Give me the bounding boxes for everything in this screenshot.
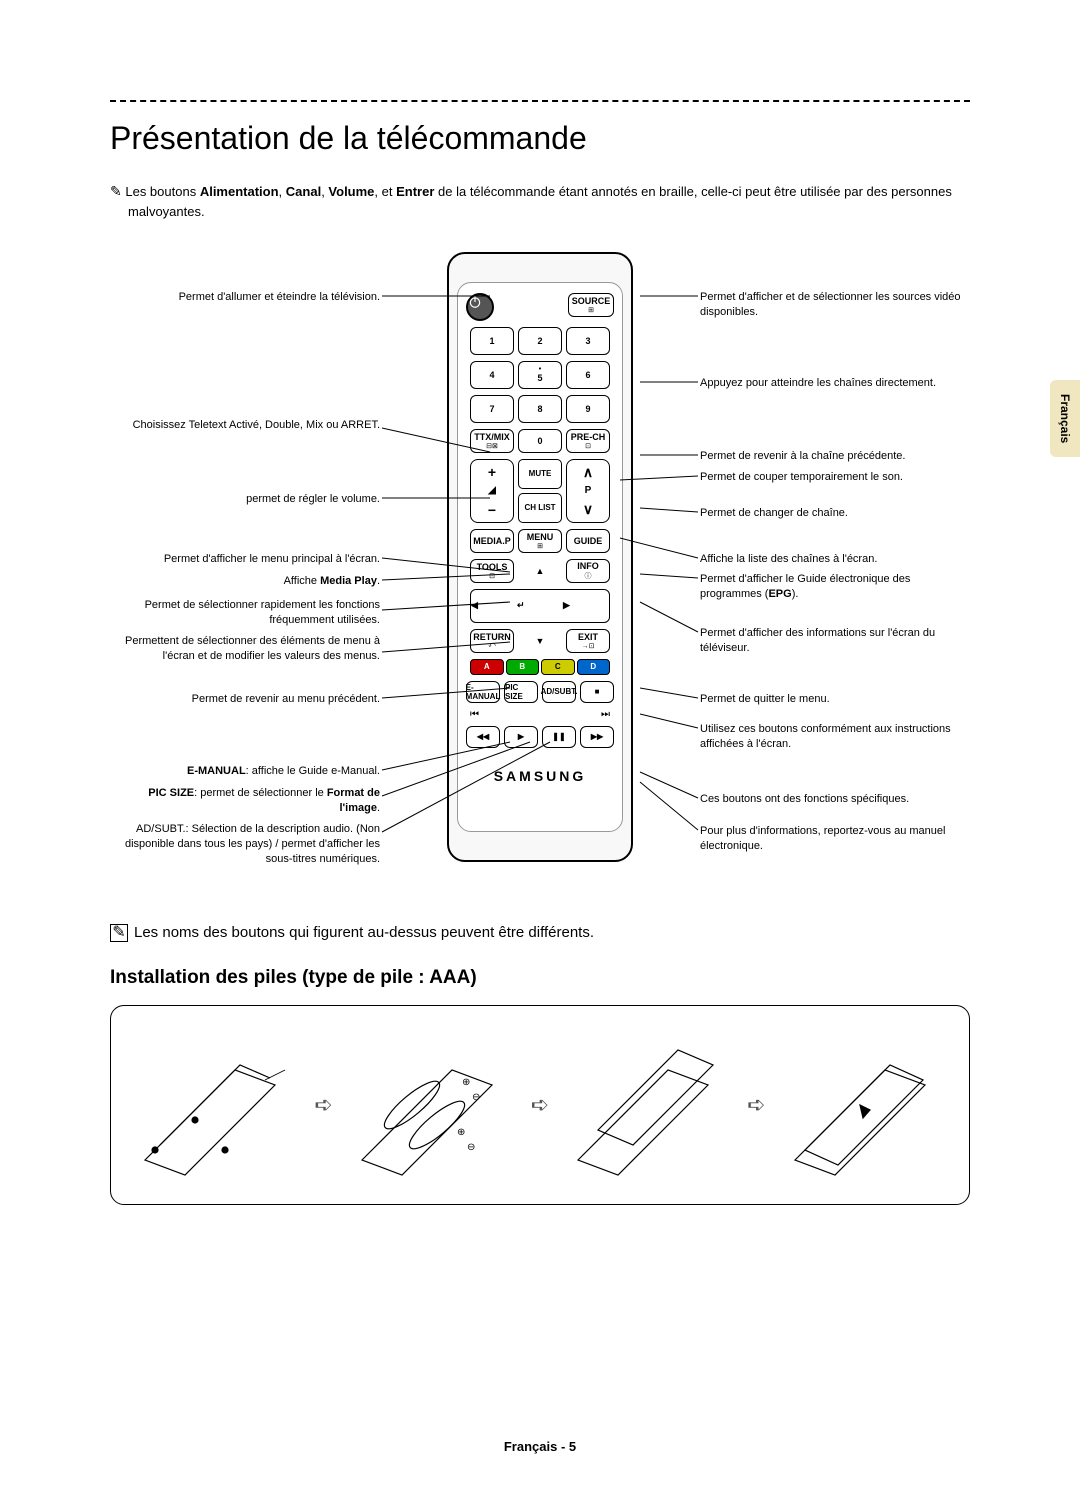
mute-button: MUTE (518, 459, 562, 489)
label-main-menu: Permet d'afficher le menu principal à l'… (110, 552, 380, 567)
remote-body: SOURCE⊞ 1 2 3 4 • 5 6 7 8 9 (447, 252, 633, 862)
stop-button: ■ (580, 681, 614, 703)
battery-step-1 (125, 1030, 305, 1180)
info-button: INFOⓘ (566, 559, 610, 583)
adsubt-button: AD/SUBT. (542, 681, 576, 703)
label-chlist: Affiche la liste des chaînes à l'écran. (700, 552, 970, 567)
battery-step-3 (558, 1030, 738, 1180)
source-button: SOURCE⊞ (568, 293, 614, 317)
battery-install-diagram: ➪ ⊕ ⊖ ⊕ ⊖ ➪ (110, 1005, 970, 1205)
note-icon: ✎ (110, 183, 122, 199)
section-divider (110, 100, 970, 102)
dpad-left: ◀ (471, 600, 517, 611)
key-5: • 5 (518, 361, 562, 389)
page-footer: Français - 5 (0, 1439, 1080, 1454)
battery-step-2: ⊕ ⊖ ⊕ ⊖ (342, 1030, 522, 1180)
key-2: 2 (518, 327, 562, 355)
label-emanual: E-MANUAL: affiche le Guide e-Manual. (110, 764, 380, 779)
return-button: RETURN⤺ (470, 629, 514, 653)
svg-text:⊕: ⊕ (457, 1127, 465, 1138)
label-adsubt: AD/SUBT.: Sélection de la description au… (110, 822, 380, 868)
label-volume: permet de régler le volume. (110, 492, 380, 507)
dpad-enter: ↵ (517, 600, 563, 611)
label-moreinfo: Pour plus d'informations, reportez-vous … (700, 824, 970, 855)
emanual-button: E-MANUAL (466, 681, 500, 703)
color-buttons-row: A B C D (470, 659, 610, 675)
svg-text:⊕: ⊕ (462, 1077, 470, 1088)
chlist-button: CH LIST (518, 493, 562, 523)
svg-text:⊖: ⊖ (472, 1092, 480, 1103)
arrow-icon: ➪ (747, 1092, 765, 1118)
channel-rocker: ∧P∨ (566, 459, 610, 523)
key-9: 9 (566, 395, 610, 423)
ttxmix-button: TTX/MIX⊟⊠ (470, 429, 514, 453)
remote-diagram: Permet d'allumer et éteindre la télévisi… (110, 252, 970, 892)
label-specific: Ces boutons ont des fonctions spécifique… (700, 792, 970, 807)
label-channel: Permet de changer de chaîne. (700, 506, 970, 521)
mediap-button: MEDIA.P (470, 529, 514, 553)
color-a-button: A (470, 659, 504, 675)
pencil-icon: ✎ (110, 924, 128, 942)
samsung-logo: SAMSUNG (466, 768, 614, 784)
menu-button: MENU⊞ (518, 529, 562, 553)
color-d-button: D (577, 659, 611, 675)
guide-button: GUIDE (566, 529, 610, 553)
label-mediaplay: Affiche Media Play. (110, 574, 380, 589)
label-numbers: Appuyez pour atteindre les chaînes direc… (700, 376, 970, 391)
page-title: Présentation de la télécommande (110, 120, 970, 157)
power-button (466, 293, 494, 321)
battery-step-4 (775, 1030, 955, 1180)
label-info: Permet d'afficher des informations sur l… (700, 626, 970, 657)
key-1: 1 (470, 327, 514, 355)
note-paragraph: ✎Les noms des boutons qui figurent au-de… (110, 922, 970, 943)
key-3: 3 (566, 327, 610, 355)
color-c-button: C (541, 659, 575, 675)
dpad-up: ▲ (518, 559, 562, 583)
label-ttx: Choisissez Teletext Activé, Double, Mix … (110, 418, 380, 433)
dpad-right: ▶ (563, 600, 609, 611)
svg-text:⊖: ⊖ (467, 1142, 475, 1153)
label-mute: Permet de couper temporairement le son. (700, 470, 970, 485)
intro-paragraph: ✎ Les boutons Alimentation, Canal, Volum… (110, 181, 970, 222)
dpad-down: ▼ (518, 629, 562, 653)
arrow-icon: ➪ (531, 1092, 549, 1118)
label-prech: Permet de revenir à la chaîne précédente… (700, 449, 970, 464)
label-return: Permet de revenir au menu précédent. (110, 692, 380, 707)
key-0: 0 (518, 429, 562, 453)
label-source: Permet d'afficher et de sélectionner les… (700, 290, 970, 321)
dpad: ◀ ↵ ▶ (466, 589, 614, 623)
prech-button: PRE-CH⊡ (566, 429, 610, 453)
label-power: Permet d'allumer et éteindre la télévisi… (110, 290, 380, 305)
rewind-button: ◀◀ (466, 726, 500, 748)
skip-back-icon: ⏮ (470, 709, 479, 720)
fastfwd-button: ▶▶ (580, 726, 614, 748)
key-6: 6 (566, 361, 610, 389)
color-b-button: B (506, 659, 540, 675)
skip-fwd-icon: ⏭ (601, 709, 610, 720)
picsize-button: PIC SIZE (504, 681, 538, 703)
label-tools: Permet de sélectionner rapidement les fo… (110, 598, 380, 629)
label-colors: Utilisez ces boutons conformément aux in… (700, 722, 970, 753)
volume-rocker: +◢− (470, 459, 514, 523)
play-button: ▶ (504, 726, 538, 748)
label-guide: Permet d'afficher le Guide électronique … (700, 572, 970, 603)
arrow-icon: ➪ (314, 1092, 332, 1118)
pause-button: ❚❚ (542, 726, 576, 748)
battery-heading: Installation des piles (type de pile : A… (110, 967, 970, 989)
key-8: 8 (518, 395, 562, 423)
key-4: 4 (470, 361, 514, 389)
key-7: 7 (470, 395, 514, 423)
exit-button: EXIT→⊡ (566, 629, 610, 653)
label-exit: Permet de quitter le menu. (700, 692, 970, 707)
label-dpad: Permettent de sélectionner des éléments … (110, 634, 380, 665)
label-picsize: PIC SIZE: permet de sélectionner le Form… (110, 786, 380, 817)
tools-button: TOOLS⊡ (470, 559, 514, 583)
